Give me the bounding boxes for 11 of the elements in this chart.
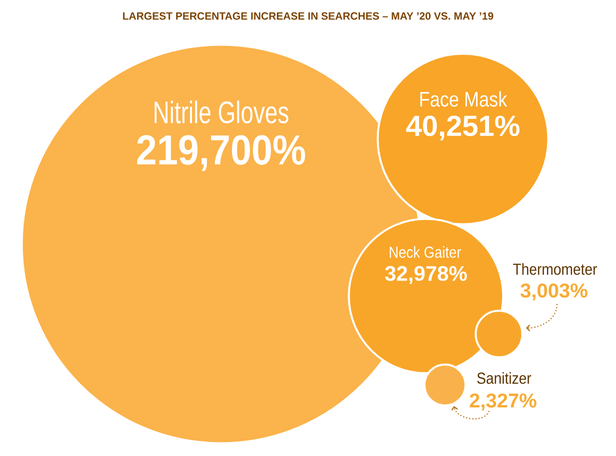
category-label: Neck Gaiter xyxy=(390,246,462,258)
category-label: Face Mask xyxy=(420,91,508,107)
category-label: Nitrile Gloves xyxy=(154,100,288,124)
data-label: 219,700% xyxy=(137,135,306,171)
data-label: 40,251% xyxy=(406,116,520,140)
text: LARGEST PERCENTAGE INCREASE IN SEARCHES – MAY ’20 VS. MAY ’19 xyxy=(123,12,494,20)
category-label: Sanitizer xyxy=(477,372,532,384)
data-label: 3,003% xyxy=(520,283,588,301)
data-label: 2,327% xyxy=(470,393,536,411)
category-label: Thermometer xyxy=(513,263,598,275)
data-label: 32,978% xyxy=(385,266,467,284)
